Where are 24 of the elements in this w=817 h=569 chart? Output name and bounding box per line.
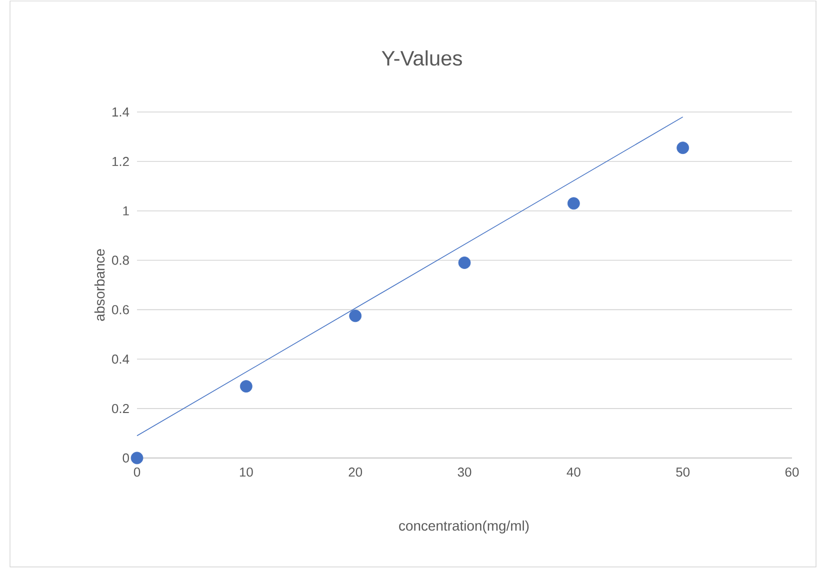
x-tick-label: 50	[676, 468, 690, 477]
point	[240, 380, 252, 393]
y-tick-label: 0	[122, 453, 129, 463]
x-axis-title: concentration(mg/ml)	[399, 520, 529, 534]
x-tick-label: 60	[785, 468, 799, 477]
y-axis-title: absorbance	[94, 249, 105, 321]
x-tick-label: 20	[348, 468, 362, 477]
x-tick-label: 0	[134, 468, 140, 477]
point	[130, 452, 144, 464]
point	[676, 142, 690, 154]
y-tick-label: 0.6	[112, 305, 129, 314]
y-tick-label: 1.2	[112, 156, 129, 166]
y-tick-label: 1.4	[112, 108, 130, 116]
x-tick-label: 40	[566, 468, 580, 477]
chart-title: Y-Values	[382, 50, 462, 66]
y-tick-label: 0.8	[112, 256, 129, 265]
x-tick-label: 30	[458, 468, 472, 477]
point	[567, 197, 580, 210]
y-tick-label: 1	[123, 206, 129, 216]
x-tick-label: 10	[240, 468, 253, 477]
y-tick-label: 0.4	[112, 354, 130, 364]
y-tick-label: 0.2	[112, 404, 129, 414]
point	[349, 310, 362, 322]
point	[458, 256, 471, 269]
